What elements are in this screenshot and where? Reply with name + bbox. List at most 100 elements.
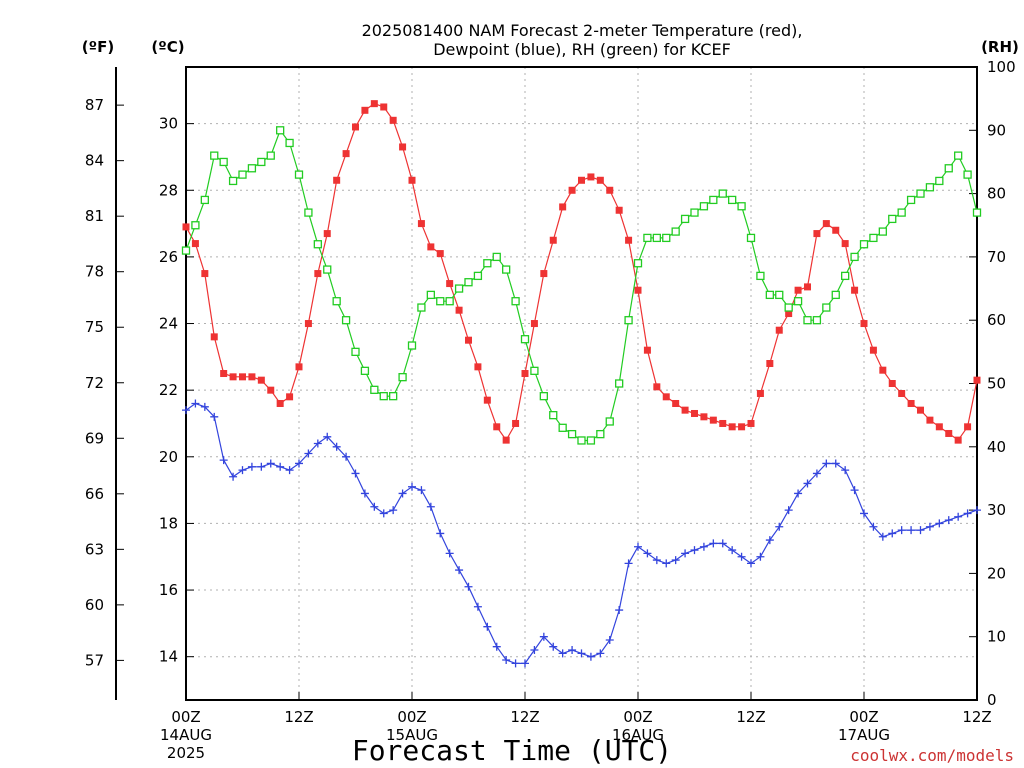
rh-point (200, 195, 209, 205)
rh-point (822, 303, 831, 312)
temperature-point (860, 320, 868, 328)
dewpoint-point (436, 529, 445, 538)
celsius-tick-label: 28 (159, 181, 178, 199)
rh-point (247, 164, 257, 173)
temperature-point (568, 186, 576, 194)
temperature-point (436, 250, 444, 258)
rh-point (379, 392, 388, 401)
rh-point (784, 303, 793, 312)
rh-tick-label: 0 (987, 691, 997, 709)
temperature-point (766, 360, 774, 368)
dewpoint-point (276, 462, 285, 471)
rh-point (850, 252, 859, 262)
rh-point (577, 436, 586, 445)
fahrenheit-tick-label: 63 (85, 540, 104, 558)
rh-point (398, 373, 407, 382)
x-tick-time-label: 00Z (171, 708, 200, 726)
rh-point (370, 385, 379, 394)
temperature-point (323, 230, 331, 238)
rh-point (624, 316, 633, 325)
fahrenheit-tick-label: 78 (85, 263, 104, 281)
dewpoint-point (897, 526, 906, 535)
dewpoint-point (266, 459, 275, 468)
rh-point (567, 429, 577, 439)
temperature-point (888, 380, 896, 387)
temperature-point (606, 186, 614, 194)
temperature-point (540, 270, 548, 278)
dewpoint-point (822, 459, 831, 468)
rh-point (878, 227, 887, 236)
dewpoint-point (558, 649, 567, 658)
fahrenheit-tick-label: 66 (85, 485, 104, 503)
rh-point (916, 189, 925, 198)
temperature-point (804, 283, 811, 291)
temperature-point (879, 366, 887, 374)
rh-tick-label: 80 (987, 185, 1006, 203)
rh-point (520, 335, 530, 344)
x-tick-time-label: 00Z (623, 708, 652, 726)
temperature-point (578, 176, 585, 184)
dewpoint-point (295, 459, 303, 468)
rh-point (737, 202, 746, 211)
rh-point (803, 316, 812, 325)
dewpoint-point (784, 506, 793, 515)
dewpoint-point (219, 456, 228, 465)
rh-point (511, 297, 520, 306)
temperature-point (512, 419, 520, 427)
rh-point (680, 214, 690, 224)
dewpoint-point (634, 542, 642, 551)
rh-point (586, 436, 596, 445)
temperature-point (352, 123, 359, 131)
temperature-point (851, 286, 859, 294)
dewpoint-point (643, 549, 652, 558)
fahrenheit-tick-label: 72 (85, 374, 104, 392)
rh-point (181, 246, 191, 255)
temperature-point (775, 326, 783, 334)
dewpoint-point (615, 606, 624, 615)
rh-point (294, 170, 304, 179)
rh-point (191, 221, 200, 230)
celsius-tick-label: 26 (159, 248, 178, 266)
rh-point (596, 429, 605, 439)
temperature-point (257, 376, 265, 384)
temperature-point (408, 176, 416, 184)
dewpoint-point (841, 466, 850, 475)
temperature-point (728, 423, 736, 431)
dewpoint-point (483, 622, 492, 631)
temperature-point (304, 320, 312, 328)
dewpoint-point (699, 542, 708, 551)
x-tick-year-label: 2025 (167, 744, 205, 762)
rh-point (502, 265, 511, 274)
temperature-point (756, 389, 764, 397)
temperature-point (662, 393, 670, 401)
dewpoint-point (549, 642, 558, 651)
temperature-point (822, 220, 830, 228)
dewpoint-point (360, 489, 369, 498)
rh-point (266, 151, 275, 160)
fahrenheit-tick-label: 87 (85, 96, 104, 114)
rh-tick-label: 20 (987, 564, 1006, 582)
rh-point (389, 392, 398, 401)
fahrenheit-tick-label: 57 (85, 651, 104, 669)
rh-point (615, 379, 624, 388)
dewpoint-point (200, 402, 209, 411)
rh-point (473, 271, 483, 281)
temperature-point (926, 416, 934, 424)
dewpoint-point (973, 506, 981, 515)
temperature-point (229, 373, 237, 381)
x-axis-title: Forecast Time (UTC) (352, 734, 672, 767)
temperature-point (587, 173, 595, 181)
temperature-point (182, 223, 190, 231)
rh-point (257, 157, 266, 167)
x-tick-time-label: 12Z (284, 708, 313, 726)
temperature-point (276, 399, 284, 407)
temperature-point (399, 143, 407, 151)
rh-point (313, 240, 322, 249)
dewpoint-point (521, 659, 529, 668)
rh-point (341, 316, 351, 325)
temperature-point (446, 280, 454, 288)
fahrenheit-tick-label: 60 (85, 596, 104, 614)
dewpoint-point (323, 432, 332, 441)
rh-point (558, 423, 567, 432)
